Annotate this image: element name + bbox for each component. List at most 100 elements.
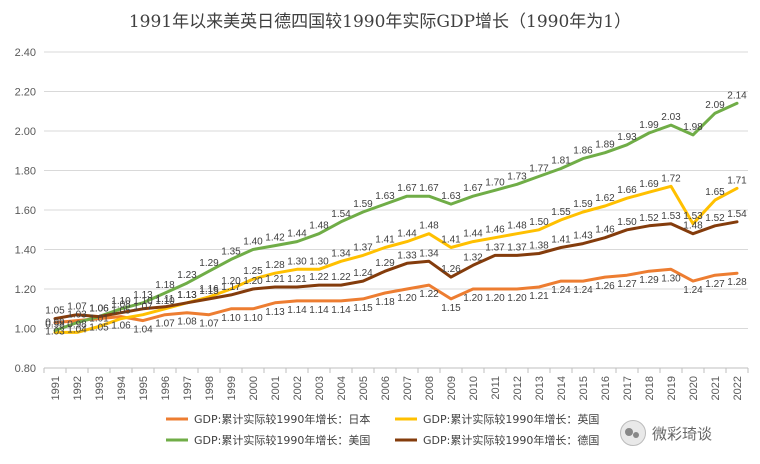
x-tick-label: 2012	[512, 376, 524, 400]
data-label: 2.14	[727, 90, 747, 101]
data-label: 1.18	[375, 297, 395, 308]
data-label: 1.13	[177, 290, 197, 301]
data-label: 1.24	[573, 285, 593, 296]
data-label: 1.54	[331, 209, 351, 220]
data-label: 1.13	[265, 307, 285, 318]
x-tick-label: 2014	[556, 376, 568, 400]
data-label: 1.20	[485, 293, 505, 304]
x-tick-label: 2017	[622, 376, 634, 400]
legend-label: GDP:累计实际较1990年增长：日本	[194, 412, 370, 426]
data-label: 1.22	[331, 272, 351, 283]
data-label: 1.16	[199, 284, 219, 295]
y-tick-label: 1.80	[15, 166, 36, 178]
data-label: 1.20	[397, 293, 417, 304]
y-axis: 0.80 1.00 1.20 1.40 1.60 1.80 2.00 2.20 2.40	[15, 47, 36, 375]
x-tick-label: 2021	[710, 376, 722, 400]
legend: GDP:累计实际较1990年增长：日本 GDP:累计实际较1990年增长：英国 GD…	[166, 412, 599, 447]
data-label: 1.15	[441, 303, 461, 314]
x-tick-label: 1998	[204, 376, 216, 400]
data-label: 1.11	[156, 294, 175, 305]
y-tick-label: 2.00	[15, 126, 36, 138]
data-label: 1.46	[485, 225, 505, 236]
x-tick-label: 2001	[270, 376, 282, 400]
data-label: 1.54	[727, 209, 747, 220]
data-label: 1.28	[265, 260, 285, 271]
data-label: 1.14	[309, 305, 329, 316]
data-label: 1.24	[353, 268, 373, 279]
data-label: 1.67	[397, 183, 417, 194]
legend-label: GDP:累计实际较1990年增长：美国	[194, 433, 370, 447]
y-tick-label: 1.20	[15, 284, 36, 296]
data-label: 1.33	[397, 250, 417, 261]
data-label: 1.71	[727, 175, 747, 186]
data-label: 1.52	[705, 213, 725, 224]
data-label: 1.44	[397, 229, 417, 240]
x-tick-label: 2020	[688, 376, 700, 400]
data-label: 1.48	[309, 221, 329, 232]
data-label: 1.14	[331, 305, 351, 316]
data-label: 1.29	[639, 275, 659, 286]
data-label: 1.08	[111, 300, 131, 311]
series-lines	[53, 101, 739, 334]
data-label: 1.30	[309, 256, 329, 267]
x-tick-label: 1991	[50, 376, 62, 400]
data-label: 2.09	[705, 100, 725, 111]
data-label: 1.17	[221, 282, 241, 293]
y-tick-label: 0.80	[15, 363, 36, 375]
data-labels: 1.03 1.04 1.05 1.06 1.041.07 1.08 1.071.10 1.10…	[45, 90, 747, 337]
data-label: 1.67	[463, 183, 483, 194]
x-tick-label: 2015	[578, 376, 590, 400]
data-label: 1.24	[551, 285, 571, 296]
data-label: 1.30	[287, 256, 307, 267]
watermark-text: 微彩琦谈	[652, 424, 713, 443]
data-label: 1.41	[441, 235, 461, 246]
data-label: 1.07	[133, 302, 153, 313]
watermark: 微彩琦谈	[620, 420, 712, 446]
data-label: 1.04	[67, 325, 87, 336]
data-label: 1.55	[551, 207, 571, 218]
data-label: 1.35	[221, 246, 241, 257]
data-label: 1.08	[177, 317, 197, 328]
data-label: 0.99	[45, 317, 65, 328]
data-label: 1.53	[683, 211, 703, 222]
data-label: 1.89	[595, 140, 615, 151]
data-label: 1.20	[243, 276, 263, 287]
data-label: 1.20	[507, 293, 527, 304]
data-label: 1.65	[705, 187, 725, 198]
data-label: 1.46	[595, 225, 615, 236]
data-label: 1.62	[595, 193, 615, 204]
data-label: 1.07	[67, 302, 87, 313]
data-label: 1.14	[287, 305, 307, 316]
data-label: 1.37	[507, 242, 527, 253]
data-label: 1.03	[67, 310, 87, 321]
data-label: 1.22	[309, 272, 329, 283]
data-label: 1.63	[375, 191, 395, 202]
data-label: 1.06	[89, 304, 109, 315]
x-tick-label: 2004	[336, 376, 348, 400]
data-label: 1.10	[111, 296, 131, 307]
x-tick-label: 1992	[72, 376, 84, 400]
data-label: 1.59	[353, 199, 373, 210]
x-tick-label: 2006	[380, 376, 392, 400]
data-label: 1.07	[155, 319, 175, 330]
data-label: 1.20	[221, 276, 241, 287]
data-label: 1.15	[353, 303, 373, 314]
data-label: 1.59	[573, 199, 593, 210]
x-tick-label: 2022	[732, 376, 744, 400]
data-label: 1.98	[683, 122, 703, 133]
x-tick-label: 2009	[446, 376, 458, 400]
legend-label: GDP:累计实际较1990年增长：英国	[423, 412, 599, 426]
data-label: 1.01	[89, 314, 109, 325]
x-tick-label: 2002	[292, 376, 304, 400]
x-axis: 1991 1992 1993 1994 1995 1996 1997 1998 1999 2000…	[43, 368, 749, 400]
chart-title: 1991年以来美英日德四国较1990年实际GDP增长（1990年为1）	[129, 12, 631, 32]
data-label: 1.41	[551, 235, 571, 246]
data-label: 1.93	[617, 132, 637, 143]
x-tick-label: 2003	[314, 376, 326, 400]
data-label: 1.81	[551, 156, 571, 167]
data-label: 1.22	[419, 289, 439, 300]
data-label: 1.23	[177, 270, 197, 281]
data-label: 1.10	[133, 296, 153, 307]
data-label: 1.50	[529, 217, 549, 228]
data-label: 1.10	[243, 313, 263, 324]
